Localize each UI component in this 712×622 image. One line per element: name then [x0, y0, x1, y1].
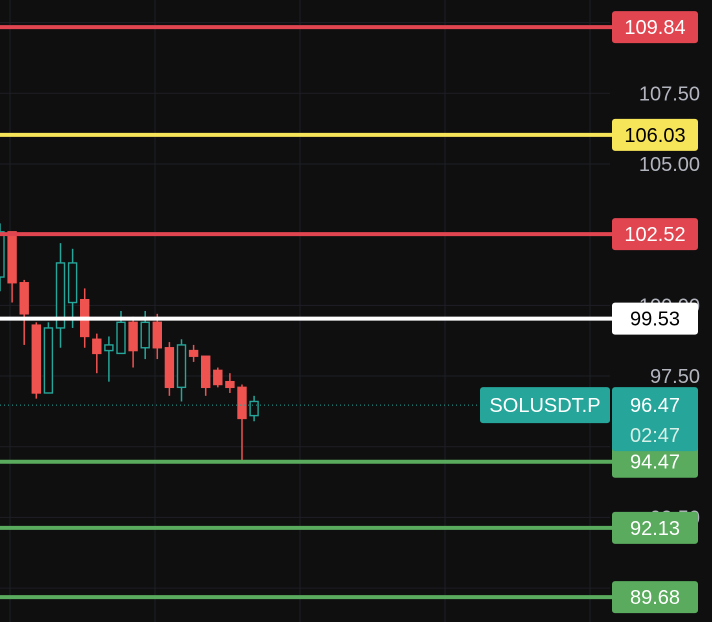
- level-line[interactable]: 106.03: [0, 118, 698, 151]
- candle-body: [152, 321, 163, 349]
- candle[interactable]: [55, 243, 66, 348]
- y-tick-label: 97.50: [650, 366, 700, 388]
- last-price-tag-background: [612, 387, 698, 452]
- last-price-tag[interactable]: 96.47 02:47: [612, 387, 698, 452]
- candle[interactable]: [104, 336, 114, 382]
- level-price-label: 106.03: [624, 125, 685, 147]
- level-price-label: 109.84: [624, 17, 685, 39]
- candle[interactable]: [67, 248, 78, 328]
- candle[interactable]: [43, 322, 54, 394]
- level-price-label: 99.53: [630, 309, 680, 331]
- candle-body: [31, 324, 41, 394]
- level-price-tag: [612, 118, 698, 151]
- bar-countdown-label: 02:47: [630, 425, 680, 447]
- y-tick-label: 107.50: [639, 83, 700, 105]
- level-price-tag: [612, 218, 698, 251]
- candle-body: [92, 338, 102, 355]
- candle[interactable]: [237, 384, 247, 461]
- candle-body: [213, 369, 223, 386]
- candle-body: [128, 321, 138, 352]
- candle-body: [116, 321, 126, 355]
- symbol-tag-background: [480, 387, 610, 424]
- candle-body: [237, 386, 247, 420]
- candle[interactable]: [128, 316, 138, 368]
- level-line[interactable]: 99.53: [0, 302, 698, 335]
- level-price-label: 102.52: [624, 224, 685, 246]
- candle[interactable]: [0, 223, 5, 292]
- level-line[interactable]: 89.68: [0, 581, 698, 614]
- candle[interactable]: [188, 344, 199, 362]
- candle[interactable]: [249, 395, 259, 422]
- level-line[interactable]: 92.13: [0, 511, 698, 544]
- symbol-tag[interactable]: SOLUSDT.P: [480, 387, 610, 424]
- y-tick-label: 105.00: [639, 154, 700, 176]
- level-price-tag: [612, 11, 698, 44]
- grid-lines: [0, 0, 610, 622]
- candle-body: [140, 321, 150, 349]
- candle-body: [19, 282, 29, 315]
- candle-body: [164, 347, 175, 389]
- level-price-tag: [612, 511, 698, 544]
- candle-body: [176, 344, 187, 389]
- candles[interactable]: [0, 223, 259, 461]
- candle-body: [0, 231, 5, 278]
- level-price-tag: [612, 445, 698, 478]
- candle[interactable]: [92, 333, 102, 374]
- candle[interactable]: [200, 355, 211, 396]
- candle-body: [104, 344, 114, 352]
- candle-body: [249, 400, 259, 417]
- candle[interactable]: [164, 342, 175, 396]
- level-line[interactable]: 102.52: [0, 218, 698, 251]
- candle-body: [43, 327, 54, 394]
- candle-body: [200, 355, 211, 389]
- candle-body: [67, 262, 78, 304]
- candle[interactable]: [19, 279, 29, 345]
- candle-body: [55, 262, 66, 329]
- candle[interactable]: [225, 373, 235, 393]
- candle[interactable]: [31, 322, 41, 399]
- level-line[interactable]: 109.84: [0, 11, 698, 44]
- candle[interactable]: [152, 313, 163, 360]
- level-price-label: 92.13: [630, 518, 680, 540]
- level-price-label: 89.68: [630, 587, 680, 609]
- candle-body: [188, 349, 199, 357]
- level-price-label: 94.47: [630, 452, 680, 474]
- candle-body: [225, 380, 235, 389]
- horizontal-levels[interactable]: 109.84 106.03 102.52 99.53 94.47 92.13 8…: [0, 11, 698, 614]
- level-price-tag: [612, 581, 698, 614]
- candle-body: [7, 231, 17, 284]
- symbol-label: SOLUSDT.P: [489, 395, 600, 417]
- last-price-label: 96.47: [630, 395, 680, 417]
- level-price-tag: [612, 302, 698, 335]
- candle[interactable]: [213, 367, 223, 388]
- candle[interactable]: [176, 339, 187, 402]
- level-line[interactable]: 94.47: [0, 445, 698, 478]
- candle[interactable]: [7, 231, 17, 303]
